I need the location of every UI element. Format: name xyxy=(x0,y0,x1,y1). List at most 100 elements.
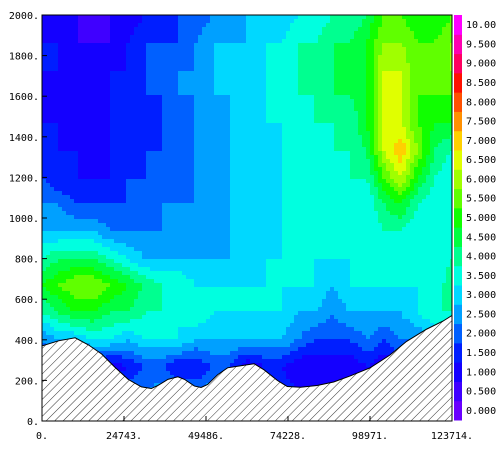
contour-cell xyxy=(94,203,98,207)
contour-cell xyxy=(230,115,234,119)
contour-cell xyxy=(290,195,294,199)
contour-cell xyxy=(306,151,310,155)
contour-cell xyxy=(202,51,206,55)
contour-cell xyxy=(334,47,338,51)
contour-cell xyxy=(274,147,278,151)
contour-cell xyxy=(286,151,290,155)
contour-cell xyxy=(414,183,418,187)
contour-cell xyxy=(398,171,402,175)
contour-cell xyxy=(274,115,278,119)
contour-cell xyxy=(114,19,118,23)
contour-cell xyxy=(262,31,266,35)
contour-cell xyxy=(78,159,82,163)
contour-cell xyxy=(238,155,242,159)
contour-cell xyxy=(46,71,50,75)
contour-cell xyxy=(166,111,170,115)
contour-cell xyxy=(442,103,446,107)
contour-cell xyxy=(390,139,394,143)
contour-cell xyxy=(310,147,314,151)
contour-cell xyxy=(150,187,154,191)
contour-cell xyxy=(242,199,246,203)
contour-cell xyxy=(390,43,394,47)
contour-cell xyxy=(398,111,402,115)
contour-cell xyxy=(346,79,350,83)
contour-cell xyxy=(278,43,282,47)
contour-cell xyxy=(146,19,150,23)
contour-cell xyxy=(206,171,210,175)
contour-cell xyxy=(354,67,358,71)
contour-cell xyxy=(386,107,390,111)
contour-cell xyxy=(118,191,122,195)
contour-cell xyxy=(78,127,82,131)
contour-cell xyxy=(450,159,452,163)
contour-cell xyxy=(302,83,306,87)
contour-cell xyxy=(106,123,110,127)
contour-cell xyxy=(298,51,302,55)
contour-cell xyxy=(134,175,138,179)
contour-cell xyxy=(134,71,138,75)
contour-cell xyxy=(90,127,94,131)
contour-cell xyxy=(182,163,186,167)
contour-cell xyxy=(194,115,198,119)
contour-cell xyxy=(154,175,158,179)
contour-cell xyxy=(50,207,54,211)
contour-cell xyxy=(354,119,358,123)
contour-cell xyxy=(106,91,110,95)
contour-cell xyxy=(246,35,250,39)
contour-cell xyxy=(202,135,206,139)
contour-cell xyxy=(54,79,58,83)
contour-cell xyxy=(362,43,366,47)
contour-cell xyxy=(202,31,206,35)
contour-cell xyxy=(106,75,110,79)
contour-cell xyxy=(146,143,150,147)
contour-cell xyxy=(322,147,326,151)
contour-cell xyxy=(170,119,174,123)
contour-cell xyxy=(234,31,238,35)
contour-cell xyxy=(406,79,410,83)
contour-cell xyxy=(438,195,442,199)
contour-cell xyxy=(410,171,414,175)
contour-cell xyxy=(222,191,226,195)
contour-cell xyxy=(386,171,390,175)
contour-cell xyxy=(378,183,382,187)
contour-cell xyxy=(218,187,222,191)
contour-cell xyxy=(322,183,326,187)
contour-cell xyxy=(314,83,318,87)
contour-cell xyxy=(422,195,426,199)
contour-cell xyxy=(314,91,318,95)
contour-cell xyxy=(302,123,306,127)
contour-cell xyxy=(214,191,218,195)
contour-cell xyxy=(150,123,154,127)
contour-cell xyxy=(138,135,142,139)
contour-cell xyxy=(138,167,142,171)
contour-cell xyxy=(154,107,158,111)
contour-cell xyxy=(298,71,302,75)
contour-cell xyxy=(194,111,198,115)
contour-cell xyxy=(142,175,146,179)
contour-cell xyxy=(302,151,306,155)
contour-cell xyxy=(282,31,286,35)
contour-cell xyxy=(70,167,74,171)
contour-cell xyxy=(42,131,46,135)
contour-cell xyxy=(246,147,250,151)
contour-cell xyxy=(82,195,86,199)
contour-cell xyxy=(442,191,446,195)
contour-cell xyxy=(142,107,146,111)
contour-cell xyxy=(202,39,206,43)
contour-cell xyxy=(302,23,306,27)
contour-cell xyxy=(430,75,434,79)
contour-cell xyxy=(222,123,226,127)
contour-cell xyxy=(142,67,146,71)
contour-cell xyxy=(302,183,306,187)
contour-cell xyxy=(134,199,138,203)
contour-cell xyxy=(282,67,286,71)
contour-cell xyxy=(234,95,238,99)
contour-cell xyxy=(382,143,386,147)
contour-cell xyxy=(42,203,46,207)
contour-cell xyxy=(386,75,390,79)
contour-cell xyxy=(174,207,178,211)
contour-cell xyxy=(258,31,262,35)
contour-cell xyxy=(342,199,346,203)
contour-cell xyxy=(442,83,446,87)
contour-cell xyxy=(186,167,190,171)
